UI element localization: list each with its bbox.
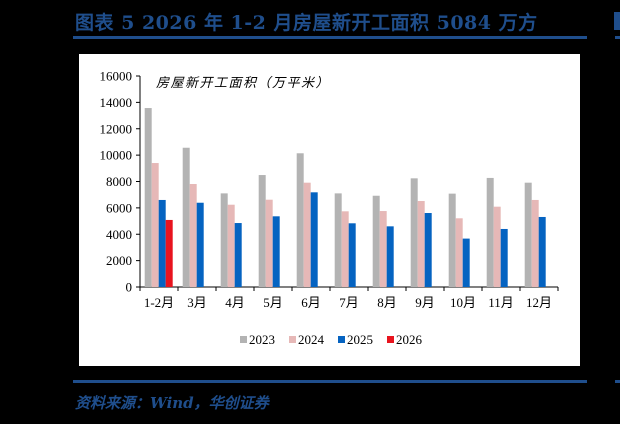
x-tick-label: 7月 bbox=[339, 295, 359, 310]
y-tick-label: 0 bbox=[126, 280, 133, 295]
bar-2023 bbox=[372, 195, 380, 287]
bar-2023 bbox=[144, 108, 152, 287]
chart-panel: 0 2000 4000 6000 8000 10000 12000 14000 16000 1-2… bbox=[79, 54, 580, 366]
bar-2024 bbox=[455, 218, 463, 287]
x-tick-label: 3月 bbox=[187, 295, 207, 310]
bar-2024 bbox=[151, 163, 159, 287]
y-tick-label: 4000 bbox=[106, 227, 132, 242]
bar-2026 bbox=[165, 219, 173, 287]
bar-2023 bbox=[182, 147, 190, 287]
legend-label-2025: 2025 bbox=[347, 332, 373, 347]
bar-2025 bbox=[272, 216, 280, 287]
bar-2023 bbox=[448, 193, 456, 287]
figure-title: 图表 5 2026 年 1-2 月房屋新开工面积 5084 万方 bbox=[75, 12, 538, 34]
y-tick-label: 10000 bbox=[100, 148, 133, 163]
bar-2024 bbox=[531, 199, 539, 287]
bar-2024 bbox=[379, 211, 387, 287]
legend-label-2023: 2023 bbox=[249, 332, 275, 347]
bar-2023 bbox=[220, 193, 228, 287]
bar-2024 bbox=[265, 199, 273, 287]
y-tick-label: 8000 bbox=[106, 174, 132, 189]
legend-swatch-2026 bbox=[387, 336, 394, 343]
bar-2023 bbox=[524, 182, 532, 287]
x-tick-label: 6月 bbox=[301, 295, 321, 310]
next-figure-bottom-divider bbox=[615, 380, 620, 383]
legend-swatch-2023 bbox=[240, 336, 247, 343]
bar-2024 bbox=[341, 211, 349, 287]
x-tick-label: 1-2月 bbox=[144, 295, 174, 310]
bar-2023 bbox=[258, 175, 266, 287]
top-divider bbox=[73, 36, 587, 39]
bar-2025 bbox=[234, 223, 242, 287]
x-tick-label: 4月 bbox=[225, 295, 245, 310]
bar-2025 bbox=[538, 216, 546, 287]
y-tick-label: 6000 bbox=[106, 200, 132, 215]
bar-2023 bbox=[334, 193, 342, 287]
bar-2024 bbox=[493, 206, 501, 287]
y-tick-label: 2000 bbox=[106, 253, 132, 268]
bar-2024 bbox=[417, 201, 425, 287]
bar-2025 bbox=[386, 226, 394, 287]
bar-2025 bbox=[196, 202, 204, 287]
x-tick-label: 8月 bbox=[377, 295, 397, 310]
x-tick-label: 9月 bbox=[415, 295, 435, 310]
bar-2025 bbox=[310, 192, 318, 287]
chart-title: 房屋新开工面积（万平米） bbox=[156, 75, 330, 90]
y-tick-label: 12000 bbox=[100, 121, 133, 136]
bar-2024 bbox=[303, 182, 311, 287]
next-figure-divider bbox=[615, 36, 620, 39]
bar-2025 bbox=[424, 213, 432, 287]
bar-chart: 0 2000 4000 6000 8000 10000 12000 14000 16000 1-2… bbox=[100, 69, 559, 347]
x-tick-label: 11月 bbox=[488, 295, 514, 310]
legend-label-2024: 2024 bbox=[298, 332, 325, 347]
next-figure-marker bbox=[614, 12, 620, 30]
legend-label-2026: 2026 bbox=[396, 332, 423, 347]
y-tick-label: 16000 bbox=[100, 69, 133, 84]
y-tick-label: 14000 bbox=[100, 95, 133, 110]
legend-swatch-2025 bbox=[338, 336, 345, 343]
legend-swatch-2024 bbox=[289, 336, 296, 343]
bottom-divider bbox=[73, 380, 587, 383]
bar-2023 bbox=[486, 177, 494, 287]
x-tick-label: 12月 bbox=[526, 295, 552, 310]
bar-2024 bbox=[189, 184, 197, 287]
bar-2025 bbox=[348, 223, 356, 287]
bar-2023 bbox=[410, 178, 418, 287]
bar-2024 bbox=[227, 204, 235, 287]
bar-2023 bbox=[296, 153, 304, 287]
source-note: 资料来源：Wind，华创证券 bbox=[75, 394, 269, 412]
bar-2025 bbox=[462, 238, 470, 287]
bar-2025 bbox=[158, 199, 166, 287]
x-tick-label: 5月 bbox=[263, 295, 283, 310]
bar-2025 bbox=[500, 228, 508, 287]
x-tick-label: 10月 bbox=[450, 295, 476, 310]
